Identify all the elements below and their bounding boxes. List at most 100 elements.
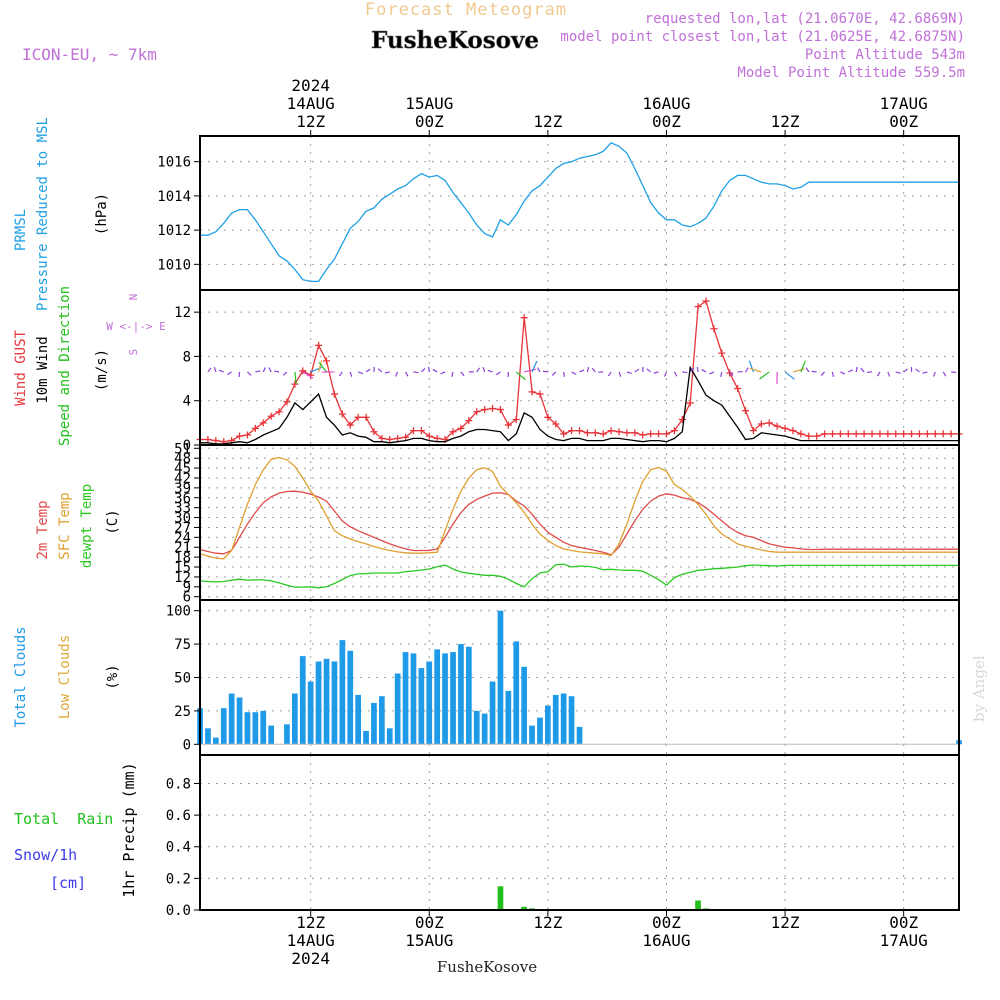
- y-tick-label: 6: [183, 590, 191, 606]
- location-title: FusheKosove: [371, 27, 539, 54]
- cloud-bar: [466, 646, 472, 745]
- wind-direction-arrow: [227, 371, 232, 376]
- top-time-label: 12Z: [533, 112, 562, 131]
- compass-north: N: [127, 294, 140, 301]
- wind-direction-arrow: [876, 371, 881, 377]
- gust-marker: [243, 431, 251, 439]
- gust-marker: [607, 427, 615, 435]
- cloud-bar: [284, 724, 290, 745]
- gust-marker: [844, 430, 852, 438]
- wind-direction-arrow: [268, 367, 272, 373]
- gust-marker: [433, 434, 441, 442]
- y-tick-label: 0.2: [166, 871, 191, 887]
- gust-marker: [829, 430, 836, 438]
- cloud-bar: [268, 725, 274, 745]
- y-tick-label: 1012: [157, 223, 191, 239]
- gust-marker: [536, 390, 544, 398]
- wind-direction-arrow: [262, 367, 266, 373]
- cloud-bar: [537, 717, 543, 745]
- wind-direction-arrow: [646, 368, 652, 373]
- cloud-bar: [568, 696, 575, 745]
- clouds-marks: [197, 610, 962, 745]
- gust-marker: [362, 413, 370, 421]
- top-time-label: 17AUG: [880, 94, 928, 113]
- wind-direction-arrow: [805, 367, 810, 373]
- gust-marker: [267, 412, 275, 420]
- top-time-label: 12Z: [771, 112, 800, 131]
- cloud-bar: [355, 694, 361, 745]
- temperature-grid: [200, 445, 959, 600]
- wind-direction-arrow: [749, 367, 762, 373]
- cloud-bar: [379, 696, 385, 745]
- gust-marker: [465, 417, 473, 425]
- gust-marker: [734, 385, 742, 393]
- gust-marker: [354, 413, 362, 421]
- wind-direction-arrow: [903, 368, 909, 373]
- wind-direction-arrow: [551, 371, 557, 376]
- y-tick-label: 15: [174, 560, 191, 576]
- cloud-bar: [434, 649, 440, 745]
- wind-direction-arrow: [357, 371, 364, 375]
- gust-marker: [528, 388, 536, 396]
- wind-direction-arrow: [274, 370, 280, 373]
- cloud-bar: [347, 650, 354, 745]
- gust-marker: [836, 430, 844, 438]
- outer-frame: [199, 135, 960, 911]
- gust-marker: [662, 430, 670, 438]
- gust-marker: [496, 406, 504, 414]
- series-line-dewpt-temp: [199, 563, 959, 589]
- y-tick-label: 50: [174, 671, 191, 687]
- wind-direction-arrow: [451, 371, 454, 377]
- cloud-bar: [236, 697, 243, 745]
- cloud-bar: [220, 708, 227, 745]
- gust-marker: [742, 407, 750, 415]
- wind-direction-arrow: [855, 366, 858, 373]
- wind-direction-arrow: [784, 371, 795, 380]
- wind-direction-arrow: [720, 371, 723, 377]
- wind-direction-arrow: [626, 371, 632, 375]
- gust-marker: [259, 419, 267, 427]
- wind-direction-arrow: [563, 371, 565, 377]
- bottom-time-label: 00Z: [889, 913, 918, 932]
- top-time-label: 12Z: [296, 112, 325, 131]
- precip-y-ticks: 0.0 0.2 0.4 0.6 0.8: [166, 776, 200, 919]
- wind-direction-arrow: [428, 366, 430, 373]
- series-line-2m-temp: [199, 490, 959, 556]
- wind-direction-arrow: [377, 368, 383, 373]
- wind-direction-arrow: [848, 369, 854, 373]
- gust-marker: [425, 432, 433, 440]
- gust-marker: [512, 416, 520, 424]
- gust-marker: [876, 430, 884, 438]
- gust-marker: [409, 427, 417, 435]
- gust-marker: [417, 427, 425, 435]
- y-tick-label: 0.8: [166, 776, 191, 792]
- y-tick-label: 39: [174, 481, 191, 497]
- wind-direction-arrow: [860, 367, 865, 373]
- y-tick-label: 33: [174, 501, 191, 517]
- wind-direction-arrow: [811, 370, 817, 373]
- gust-marker: [678, 416, 686, 424]
- gust-marker: [821, 430, 829, 438]
- compass-west-east: W <-|-> E: [106, 320, 166, 333]
- wind-direction-arrow: [840, 371, 846, 375]
- top-time-label: 00Z: [889, 112, 918, 131]
- wind-direction-arrow: [515, 371, 526, 381]
- footer-location: FusheKosove: [437, 958, 537, 976]
- gust-marker: [568, 427, 576, 435]
- wind-direction-arrow: [487, 369, 493, 373]
- wind-direction-arrow: [384, 371, 390, 374]
- gust-marker: [852, 430, 860, 438]
- temperature-unit: (C): [105, 509, 121, 534]
- wind-direction-arrow: [689, 367, 695, 373]
- gust-marker: [386, 435, 394, 443]
- precip-bar: [695, 900, 701, 910]
- gust-marker: [291, 380, 299, 388]
- model-name: ICON-EU, ~ 7km: [22, 45, 157, 64]
- wind-direction-arrow: [207, 367, 212, 373]
- wind-direction-arrow: [495, 371, 501, 376]
- closest-point: model point closest lon,lat (21.0625E, 4…: [560, 29, 965, 45]
- cloud-bar: [252, 712, 259, 745]
- wind-direction-arrow: [405, 371, 409, 377]
